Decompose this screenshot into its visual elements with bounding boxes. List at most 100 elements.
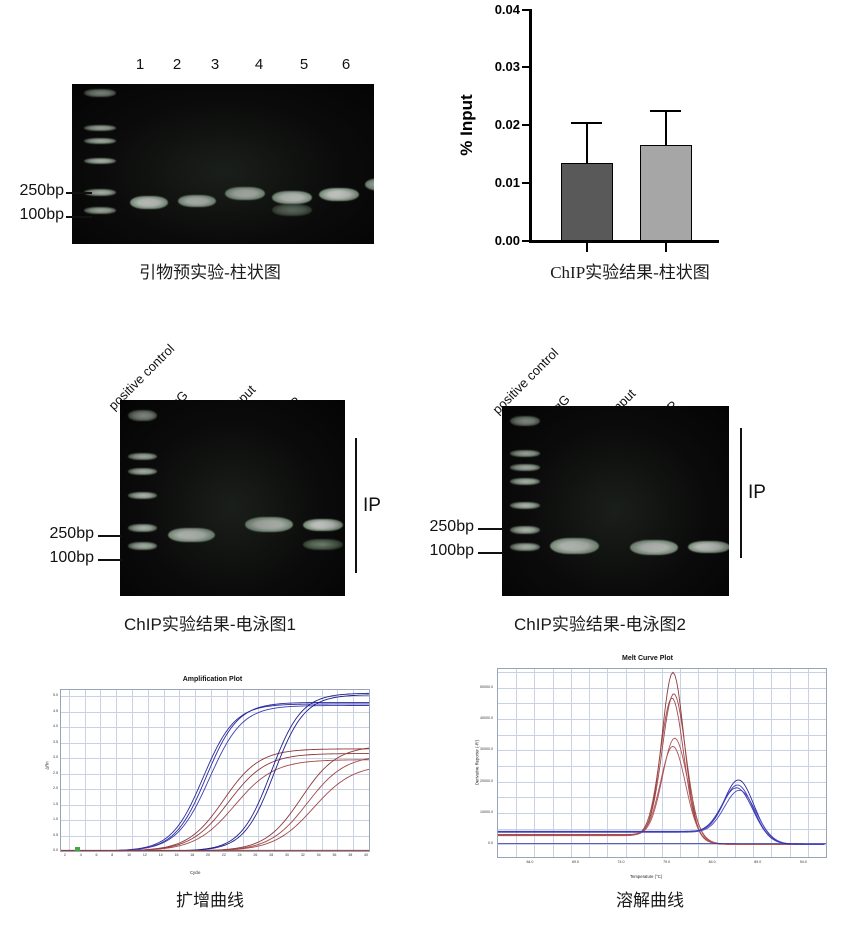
gridline-vertical [163,690,165,851]
curve-red-peak-2 [498,693,825,845]
gridline-vertical [771,669,773,857]
melt-curves [498,671,826,845]
gel2-band-ip [688,541,729,553]
gridline-vertical [258,690,260,851]
gel2-band-positive-control [550,538,599,554]
gel2-marker-tick-100bp [478,552,502,554]
gridline-vertical [534,669,536,857]
gel-image-primer [72,84,374,244]
melt-curve-plot-area [497,668,827,858]
panel-chip-gel-1: positive control IgG Input IP 250bp 100b… [30,310,430,640]
amplification-plot-x-axis-label: Cycle [190,870,201,875]
bar-chart-ytick-0.02: 0.02 [494,117,520,132]
amplification-ytick: 2.5 [53,770,58,775]
bar-chart-xtick-ip [665,243,667,252]
bar-chart-ytick-mark [522,182,529,184]
gel-lane-label-5: 5 [299,56,309,73]
amplification-xtick: 16 [174,853,179,857]
gridline-horizontal [61,820,369,822]
gridline-vertical [716,669,718,857]
gridline-horizontal [498,828,826,830]
gridline-vertical [179,690,181,851]
gridline-vertical [100,690,102,851]
melt-xtick: 89.0 [754,860,762,864]
gridline-horizontal [498,844,826,846]
curve-blue-late-2 [61,694,369,851]
panel-caption-chip-gel2: ChIP实验结果-电泳图2 [514,615,686,634]
ladder-band [510,416,540,426]
gel-lane-label-4: 4 [254,56,264,73]
ladder-band [510,502,540,509]
curve-blue-early-3 [61,705,369,851]
gridline-vertical [826,669,827,857]
gel1-marker-label-100bp: 100bp [49,549,95,566]
bar-chart-xtick-igg [586,243,588,252]
amplification-xtick: 8 [111,853,114,857]
melt-xtick: 79.0 [663,860,671,864]
melt-ytick: 20000.0 [480,778,493,783]
ladder-band [84,158,116,164]
bar-chart-ytick-0.00: 0.00 [494,233,520,248]
ladder-band [510,478,540,485]
amplification-ytick: 0.5 [53,832,58,837]
gridline-vertical [116,690,118,851]
ladder-band [84,125,116,131]
amplification-curves [61,692,369,851]
bar-chart-ytick-mark [522,9,529,11]
amplification-plot-area [60,689,370,852]
gridline-horizontal [61,758,369,760]
amplification-xtick: 28 [269,853,274,857]
gridline-horizontal [61,851,369,852]
gridline-horizontal [61,696,369,698]
ladder-band [84,189,116,196]
gridline-horizontal [61,742,369,744]
gridline-horizontal [61,711,369,713]
amplification-xtick: 40 [364,853,368,857]
ladder-band [128,492,157,499]
gridline-vertical [789,669,791,857]
bar-chart-y-axis [529,9,532,242]
gel-lane-label-3: 3 [210,56,220,73]
gridline-horizontal [498,719,826,721]
bar-igg [561,163,613,241]
gridline-horizontal [498,672,826,674]
ladder-band [510,543,540,551]
gel-band-lane4 [272,191,312,204]
gel-lane-label-2: 2 [172,56,182,73]
curve-red-late-1 [61,747,369,851]
curve-red-mid-1 [61,748,369,851]
gel2-ip-bracket-label: IP [748,482,766,503]
ladder-band [128,410,157,421]
amplification-xtick: 18 [190,853,195,857]
gridline-vertical [570,669,572,857]
gridline-vertical [211,690,213,851]
gridline-vertical [552,669,554,857]
gridline-vertical [84,690,86,851]
marker-tick-250bp [66,192,92,194]
panel-caption-amplification: 扩增曲线 [176,891,244,910]
gel2-band-input [630,540,678,555]
bar-chart-ytick-mark [522,124,529,126]
gridline-vertical [226,690,228,851]
threshold-marker [74,847,80,851]
gridline-vertical [290,690,292,851]
gel2-marker-label-100bp: 100bp [429,542,475,559]
curve-red-late-3 [61,768,369,851]
melt-ytick: 30000.0 [480,747,493,752]
amplification-xtick: 12 [142,853,147,857]
ladder-band [128,453,157,460]
gel2-marker-label-250bp: 250bp [429,518,475,535]
gridline-horizontal [498,813,826,815]
marker-tick-100bp [66,216,92,218]
panel-caption-primer: 引物预实验-柱状图 [139,263,281,282]
gridline-horizontal [498,766,826,768]
gridline-vertical [353,690,355,851]
gridline-vertical [662,669,663,857]
curve-red-late-2 [61,758,369,851]
amplification-ytick: 2.0 [53,786,58,791]
gridline-horizontal [61,804,369,806]
curve-blue-peak-4 [498,789,825,845]
gridline-vertical [242,690,244,851]
melt-ytick: 50000.0 [480,684,493,689]
gel-band-lane5 [319,188,359,201]
